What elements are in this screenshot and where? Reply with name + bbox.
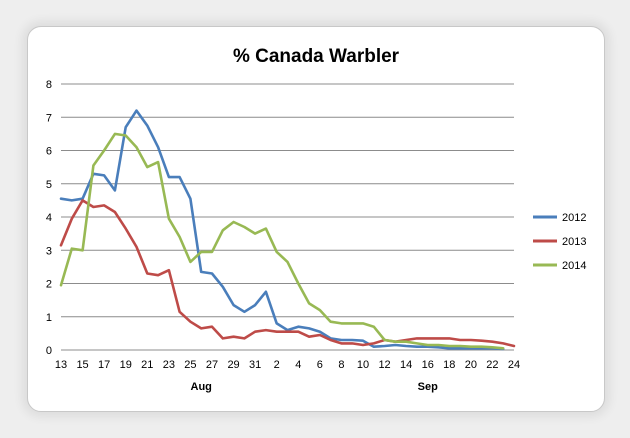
- legend-label-2012: 2012: [562, 212, 586, 224]
- series-line-2013: [59, 199, 516, 348]
- y-tick-label: 1: [46, 312, 52, 324]
- x-tick-label: 24: [508, 359, 520, 371]
- x-tick-label: 13: [55, 359, 67, 371]
- gridlines: [61, 83, 514, 318]
- x-tick-label: 22: [486, 359, 498, 371]
- legend-label-2014: 2014: [562, 260, 586, 272]
- y-axis: 0 1 2 3 4 5 6 7 8: [46, 79, 52, 357]
- y-tick-label: 3: [46, 245, 52, 257]
- x-tick-label: 10: [357, 359, 369, 371]
- x-tick-label: 18: [443, 359, 455, 371]
- x-tick-label: 4: [295, 359, 301, 371]
- legend: 2012 2013 2014: [533, 212, 586, 272]
- series-lines: [59, 109, 516, 351]
- y-tick-label: 5: [46, 179, 52, 191]
- y-tick-label: 6: [46, 146, 52, 158]
- y-tick-label: 7: [46, 112, 52, 124]
- y-tick-label: 0: [46, 345, 52, 357]
- legend-label-2013: 2013: [562, 236, 586, 248]
- x-tick-label: 15: [76, 359, 88, 371]
- x-tick-label: 12: [378, 359, 390, 371]
- x-tick-label: 23: [163, 359, 175, 371]
- x-tick-label: 27: [206, 359, 218, 371]
- month-label: Aug: [191, 381, 212, 393]
- x-tick-label: 8: [338, 359, 344, 371]
- x-axis: 13 15 17 19 21 23 25 27 29 31 2 4 6 8 10 12 14 16 18 20 22 24…: [55, 349, 520, 393]
- x-tick-label: 2: [274, 359, 280, 371]
- x-tick-label: 6: [317, 359, 323, 371]
- x-tick-label: 14: [400, 359, 412, 371]
- x-tick-label: 19: [120, 359, 132, 371]
- y-tick-label: 2: [46, 279, 52, 291]
- chart-title: % Canada Warbler: [233, 46, 400, 67]
- x-tick-label: 31: [249, 359, 261, 371]
- month-label: Sep: [418, 381, 438, 393]
- x-tick-label: 21: [141, 359, 153, 371]
- y-tick-label: 8: [46, 79, 52, 91]
- series-line-2014: [59, 132, 505, 350]
- series-line-2012: [59, 109, 505, 351]
- x-tick-label: 20: [465, 359, 477, 371]
- x-tick-label: 29: [227, 359, 239, 371]
- x-tick-label: 17: [98, 359, 110, 371]
- x-tick-label: 25: [184, 359, 196, 371]
- y-tick-label: 4: [46, 212, 52, 224]
- x-tick-label: 16: [422, 359, 434, 371]
